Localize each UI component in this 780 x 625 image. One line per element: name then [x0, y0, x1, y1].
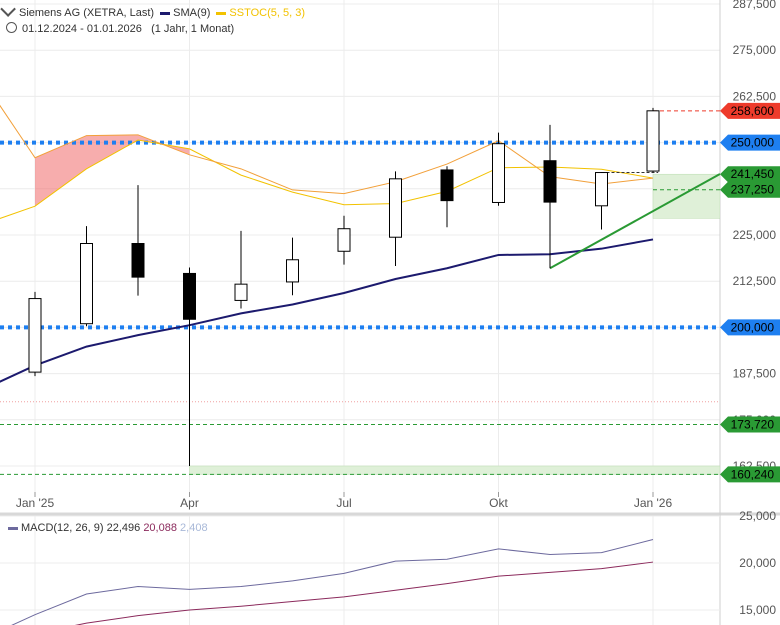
candle-body — [337, 228, 351, 252]
candle — [543, 124, 557, 269]
sstoc-slow-line — [0, 104, 654, 195]
macd-legend: MACD(12, 26, 9) 22,496 20,088 2,408 — [6, 522, 208, 534]
candle — [234, 230, 248, 309]
macd-tick-label: 25,000 — [739, 509, 776, 523]
sma-label: SMA(9) — [173, 7, 211, 19]
sstoc-fast-line — [0, 139, 654, 219]
level-tag-241-text: 241,450 — [731, 167, 775, 181]
candle — [183, 267, 196, 466]
candle — [595, 172, 608, 230]
support-zone — [189, 465, 720, 475]
candle — [492, 132, 505, 206]
candle-body — [131, 243, 145, 278]
candle-body — [646, 110, 660, 172]
signal-line — [74, 561, 654, 625]
level-tag-160: 160,240 — [720, 466, 780, 483]
macd-grid — [0, 515, 720, 625]
level-tag-250-text: 250,000 — [731, 136, 775, 150]
candle-body — [234, 283, 248, 301]
last-price-tag-text: 258,600 — [731, 104, 775, 118]
macd-value-2: 20,088 — [143, 522, 177, 534]
support-zone — [652, 173, 720, 219]
candle — [286, 237, 299, 296]
level-tag-237-text: 237,250 — [731, 183, 775, 197]
candle-body — [286, 259, 299, 283]
level-tag-237-bg — [720, 181, 780, 198]
macd-value-3: 2,408 — [180, 522, 208, 534]
level-tag-200: 200,000 — [720, 319, 780, 336]
x-tick-label: Okt — [489, 496, 508, 510]
x-tick-label: Jan '26 — [634, 496, 673, 510]
instrument-title: Siemens AG (XETRA, Last) — [19, 7, 155, 19]
sstoc-cloud — [35, 134, 190, 207]
macd-tick-label: 20,000 — [739, 556, 776, 570]
sma-line — [0, 238, 654, 383]
candle-body — [389, 178, 402, 238]
candle — [337, 215, 351, 265]
candle-body — [80, 243, 93, 325]
price-tick-label: 212,500 — [733, 274, 777, 288]
candle-body — [595, 172, 608, 207]
price-plot — [0, 104, 720, 475]
price-tick-label: 225,000 — [733, 228, 777, 242]
period-range: 01.12.2024 - 01.01.2026 — [22, 23, 142, 35]
period-legend: 01.12.2024 - 01.01.2026 (1 Jahr, 1 Monat… — [6, 22, 234, 35]
macd-plot — [11, 539, 654, 625]
candle-body — [28, 298, 42, 373]
candle — [28, 291, 42, 377]
period-note: (1 Jahr, 1 Monat) — [151, 23, 235, 35]
price-tick-label: 187,500 — [733, 367, 777, 381]
x-tick-label: Jan '25 — [16, 496, 55, 510]
level-tag-250: 250,000 — [720, 134, 780, 151]
price-legend: Siemens AG (XETRA, Last) SMA(9) SSTOC(5, 5… — [0, 1, 305, 19]
level-tag-173-text: 173,720 — [731, 418, 775, 432]
level-tag-173-bg — [720, 416, 780, 433]
candle — [440, 166, 454, 228]
candle — [646, 107, 660, 173]
price-tick-label: 275,000 — [733, 43, 777, 57]
candle-body — [440, 169, 454, 202]
price-tick-label: 287,500 — [733, 0, 777, 11]
level-tag-160-text: 160,240 — [731, 467, 775, 481]
macd-tick-label: 15,000 — [739, 603, 776, 617]
macd-swatch — [8, 526, 18, 530]
candle — [131, 185, 145, 296]
sstoc-label: SSTOC(5, 5, 3) — [229, 7, 305, 19]
last-price-tag-bg — [720, 102, 780, 119]
level-tag-241: 241,450 — [720, 166, 780, 183]
candle — [389, 171, 402, 267]
level-tag-250-bg — [720, 134, 780, 151]
level-tag-160-bg — [720, 466, 780, 483]
candle — [80, 226, 93, 327]
level-tag-173: 173,720 — [720, 416, 780, 433]
trend-line — [549, 173, 720, 270]
level-tag-237: 237,250 — [720, 181, 780, 198]
level-tag-241-bg — [720, 166, 780, 183]
candle-body — [183, 272, 196, 320]
clock-icon — [6, 22, 17, 33]
x-tick-label: Jul — [336, 496, 351, 510]
macd-line — [11, 539, 654, 625]
candle-body — [492, 143, 505, 203]
level-tag-200-text: 200,000 — [731, 320, 775, 334]
price-tick-label: 262,500 — [733, 89, 777, 103]
sma-swatch — [160, 11, 171, 15]
x-tick-label: Apr — [180, 496, 199, 510]
macd-label: MACD(12, 26, 9) — [21, 522, 104, 534]
last-price-tag: 258,600 — [720, 102, 780, 119]
macd-value-1: 22,496 — [106, 522, 141, 534]
candle-body — [543, 160, 557, 203]
sstoc-swatch — [216, 11, 227, 15]
level-tag-200-bg — [720, 319, 780, 336]
